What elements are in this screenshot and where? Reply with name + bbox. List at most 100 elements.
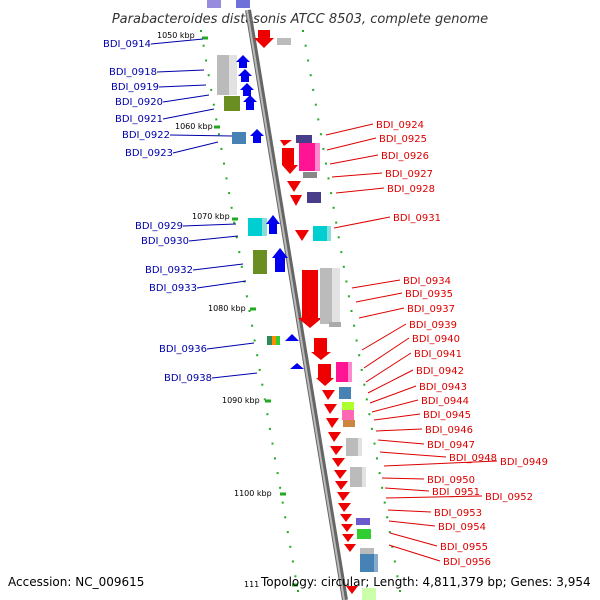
gene-label-bdi_0952[interactable]: BDI_0952: [485, 492, 533, 503]
gene-block-0946[interactable]: [343, 420, 355, 427]
gene-block-0950-light[interactable]: [362, 467, 366, 487]
gene-arrow-0956b[interactable]: [344, 544, 356, 552]
gene-block-cyan[interactable]: [248, 218, 262, 236]
gene-label-bdi_0945[interactable]: BDI_0945: [423, 410, 471, 421]
gene-label-bdi_0924[interactable]: BDI_0924: [376, 120, 424, 131]
gene-arrow-0943[interactable]: [324, 404, 337, 414]
gene-arrow-0923[interactable]: [250, 129, 264, 143]
gene-label-bdi_0930[interactable]: BDI_0930: [141, 236, 189, 247]
gene-label-bdi_0914[interactable]: BDI_0914: [103, 39, 151, 50]
gene-label-bdi_0933[interactable]: BDI_0933: [149, 283, 197, 294]
gene-label-bdi_0954[interactable]: BDI_0954: [438, 522, 486, 533]
gene-label-bdi_0941[interactable]: BDI_0941: [414, 349, 462, 360]
gene-arrow-0955[interactable]: [341, 524, 353, 532]
gene-label-bdi_0934[interactable]: BDI_0934: [403, 276, 451, 287]
gene-block-0925[interactable]: [299, 143, 315, 171]
gene-arrow-0947[interactable]: [328, 432, 341, 442]
gene-label-bdi_0922[interactable]: BDI_0922: [122, 130, 170, 141]
gene-arrow-0918[interactable]: [236, 55, 250, 68]
gene-block-0950[interactable]: [350, 467, 362, 487]
gene-label-bdi_0926[interactable]: BDI_0926: [381, 151, 429, 162]
gene-arrow-0948[interactable]: [330, 446, 343, 455]
gene-label-bdi_0938[interactable]: BDI_0938: [164, 373, 212, 384]
gene-block-0940-light[interactable]: [348, 362, 352, 382]
gene-label-bdi_0937[interactable]: BDI_0937: [407, 304, 455, 315]
gene-block-0937[interactable]: [329, 322, 341, 327]
gene-arrow-0927[interactable]: [287, 181, 301, 192]
gene-label-bdi_0939[interactable]: BDI_0939: [409, 320, 457, 331]
gene-block-0956[interactable]: [360, 554, 374, 572]
gene-arrow-0952[interactable]: [337, 492, 350, 501]
gene-label-bdi_0925[interactable]: BDI_0925: [379, 134, 427, 145]
gene-arrow-0926[interactable]: [282, 148, 298, 174]
gene-block-0956-light[interactable]: [374, 554, 378, 572]
gene-arrow-top[interactable]: [254, 30, 274, 48]
gene-arrow-0934[interactable]: [298, 270, 322, 328]
gene-label-bdi_0943[interactable]: BDI_0943: [419, 382, 467, 393]
gene-block-grey[interactable]: [217, 55, 229, 95]
gene-block-orange[interactable]: [272, 336, 276, 345]
gene-arrow-0938[interactable]: [290, 363, 304, 369]
gene-label-bdi_0949[interactable]: BDI_0949: [500, 457, 548, 468]
gene-arrow-0942[interactable]: [322, 390, 335, 400]
gene-partial-top[interactable]: [207, 0, 221, 8]
gene-label-bdi_0946[interactable]: BDI_0946: [425, 425, 473, 436]
gene-arrow-0945[interactable]: [326, 418, 339, 428]
gene-label-bdi_0932[interactable]: BDI_0932: [145, 265, 193, 276]
gene-block-green[interactable]: [267, 336, 272, 345]
gene-arrow-0919[interactable]: [238, 69, 252, 82]
gene-block-steel[interactable]: [232, 132, 246, 144]
gene-block-0942[interactable]: [339, 387, 351, 399]
gene-block-top-grey[interactable]: [277, 38, 291, 45]
gene-block-0948-light[interactable]: [358, 438, 362, 456]
gene-label-bdi_0928[interactable]: BDI_0928: [387, 184, 435, 195]
gene-block-0931[interactable]: [313, 226, 327, 241]
gene-label-bdi_0923[interactable]: BDI_0923: [125, 148, 173, 159]
gene-arrow-0929[interactable]: [266, 215, 280, 234]
gene-label-bdi_0918[interactable]: BDI_0918: [109, 67, 157, 78]
gene-label-bdi_0935[interactable]: BDI_0935: [405, 289, 453, 300]
gene-block-0927[interactable]: [303, 172, 317, 178]
gene-block-0924[interactable]: [296, 135, 312, 143]
gene-label-bdi_0921[interactable]: BDI_0921: [115, 114, 163, 125]
gene-label-bdi_0956[interactable]: BDI_0956: [443, 557, 491, 568]
gene-arrow-0951[interactable]: [335, 481, 348, 490]
gene-block-0944[interactable]: [342, 402, 354, 410]
gene-label-bdi_0936[interactable]: BDI_0936: [159, 344, 207, 355]
gene-arrow-0924[interactable]: [280, 140, 292, 146]
gene-label-bdi_0920[interactable]: BDI_0920: [115, 97, 163, 108]
gene-label-bdi_0929[interactable]: BDI_0929: [135, 221, 183, 232]
gene-block-0955[interactable]: [360, 548, 374, 554]
gene-block-lime[interactable]: [276, 336, 280, 345]
gene-block-bottom[interactable]: [362, 588, 376, 600]
gene-label-bdi_0931[interactable]: BDI_0931: [393, 213, 441, 224]
gene-arrow-0954[interactable]: [340, 514, 352, 522]
gene-label-bdi_0942[interactable]: BDI_0942: [416, 366, 464, 377]
gene-block-cyan-light[interactable]: [262, 218, 267, 236]
gene-arrow-0936[interactable]: [285, 334, 299, 341]
gene-block-0935-light[interactable]: [332, 268, 340, 324]
gene-block-olive-2[interactable]: [253, 250, 267, 274]
gene-block-0948[interactable]: [346, 438, 358, 456]
gene-arrow-bottom[interactable]: [346, 586, 358, 594]
gene-partial-top-2[interactable]: [236, 0, 250, 8]
gene-label-bdi_0919[interactable]: BDI_0919: [111, 82, 159, 93]
gene-arrow-0928[interactable]: [290, 195, 302, 206]
gene-block-0925-light[interactable]: [315, 143, 320, 171]
gene-label-bdi_0953[interactable]: BDI_0953: [434, 508, 482, 519]
gene-arrow-0949[interactable]: [332, 458, 345, 467]
gene-arrow-0941[interactable]: [316, 364, 334, 386]
gene-label-bdi_0948[interactable]: BDI_0948: [449, 453, 497, 464]
gene-label-bdi_0944[interactable]: BDI_0944: [421, 396, 469, 407]
gene-block-olive[interactable]: [224, 96, 240, 111]
gene-arrow-0931[interactable]: [295, 230, 309, 241]
gene-block-0954[interactable]: [357, 529, 371, 539]
gene-label-bdi_0955[interactable]: BDI_0955: [440, 542, 488, 553]
gene-block-0931-light[interactable]: [327, 226, 331, 241]
gene-block-0945[interactable]: [342, 410, 354, 420]
gene-arrow-0939[interactable]: [311, 338, 331, 360]
gene-label-bdi_0947[interactable]: BDI_0947: [427, 440, 475, 451]
gene-arrow-0932[interactable]: [272, 248, 288, 272]
gene-arrow-0956a[interactable]: [342, 534, 354, 542]
